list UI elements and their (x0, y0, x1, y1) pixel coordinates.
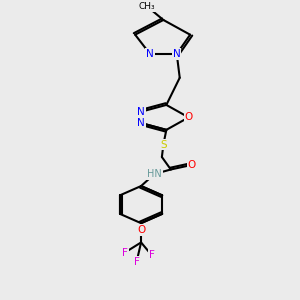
Text: CH₃: CH₃ (139, 2, 155, 11)
Text: F: F (148, 250, 154, 260)
Text: S: S (160, 140, 167, 150)
Text: N: N (173, 49, 181, 59)
Text: HN: HN (147, 169, 162, 179)
Text: F: F (122, 248, 128, 258)
Text: O: O (184, 112, 193, 122)
Text: O: O (188, 160, 196, 170)
Text: O: O (137, 225, 145, 235)
Text: N: N (146, 49, 154, 59)
Text: N: N (137, 118, 145, 128)
Text: N: N (137, 107, 145, 117)
Text: F: F (134, 257, 140, 267)
